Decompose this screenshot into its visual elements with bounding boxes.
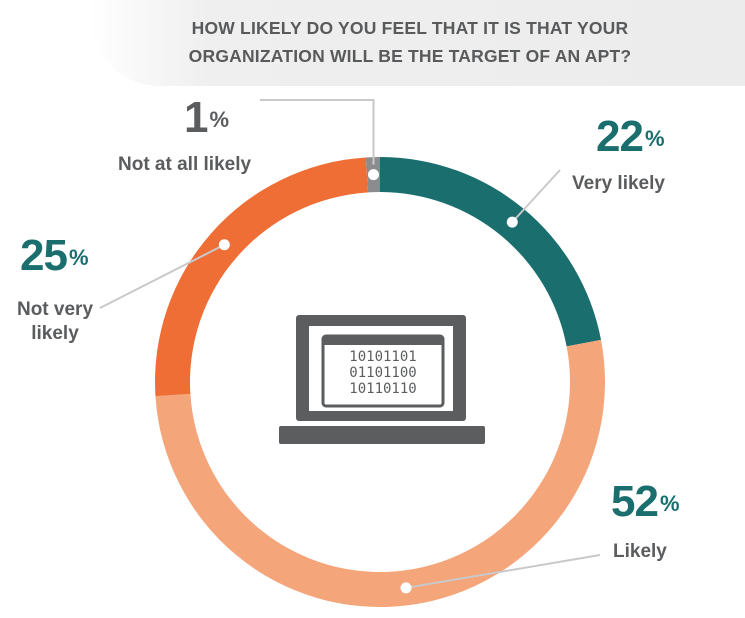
cat-not-very-likely: Not very likely xyxy=(16,299,94,344)
code-window-bar xyxy=(323,336,443,345)
chart-title-line-2: ORGANIZATION WILL BE THE TARGET OF AN AP… xyxy=(188,46,632,66)
slice-very-likely xyxy=(380,157,602,347)
chart-title: HOW LIKELY DO YOU FEEL THAT IT IS THAT Y… xyxy=(150,14,670,70)
chart-title-line-1: HOW LIKELY DO YOU FEEL THAT IT IS THAT Y… xyxy=(191,18,629,38)
donut-slices xyxy=(155,157,606,607)
pct-unit: % xyxy=(209,107,229,132)
slice-likely xyxy=(155,339,606,607)
leader-line-not-at-all-likely xyxy=(260,99,375,165)
leader-dot-likely xyxy=(400,582,412,594)
label-not-very-likely: 25% xyxy=(20,234,88,278)
pct-value: 22 xyxy=(596,112,644,161)
pct-value: 1 xyxy=(184,93,209,142)
label-likely: 52% xyxy=(611,480,679,524)
leader-dot-very-likely xyxy=(506,216,518,228)
leader-dot-not-at-all-likely xyxy=(367,169,379,181)
label-very-likely: 22% xyxy=(596,115,664,159)
pct-value: 52 xyxy=(611,477,659,526)
pct-unit: % xyxy=(68,245,89,270)
cat-very-likely: Very likely xyxy=(572,173,665,194)
cat-not-at-all-likely: Not at all likely xyxy=(118,154,252,175)
binary-line-3: 10110110 xyxy=(349,381,416,397)
binary-line-2: 01101100 xyxy=(349,365,416,381)
laptop-base xyxy=(279,426,485,444)
leader-line-not-very-likely xyxy=(99,243,225,309)
binary-line-1: 10101101 xyxy=(349,349,416,365)
leader-line-very-likely xyxy=(511,169,561,223)
leader-lines xyxy=(99,99,601,594)
slice-not-very-likely xyxy=(155,157,369,397)
title-band xyxy=(90,0,745,86)
pct-value: 25 xyxy=(20,231,68,280)
laptop-icon: 10101101 01101100 10110110 xyxy=(279,315,485,444)
leader-line-likely xyxy=(405,554,601,589)
pct-unit: % xyxy=(659,491,680,516)
label-not-at-all-likely: 1% xyxy=(182,93,229,142)
pct-unit: % xyxy=(644,126,665,151)
cat-likely: Likely xyxy=(613,541,667,562)
leader-dot-not-very-likely xyxy=(218,239,230,251)
